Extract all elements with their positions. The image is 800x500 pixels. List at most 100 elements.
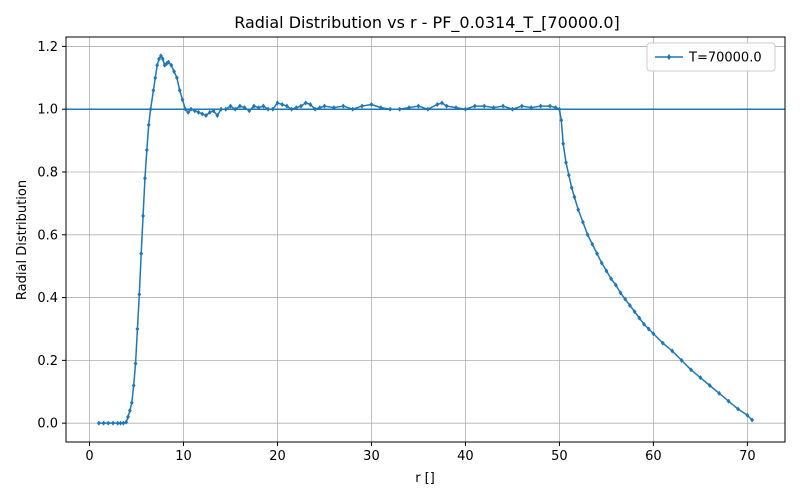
chart-title: Radial Distribution vs r - PF_0.0314_T_[…: [234, 13, 620, 33]
data-point: [566, 172, 571, 178]
data-point: [689, 367, 693, 373]
data-point: [510, 106, 515, 112]
data-point: [585, 232, 590, 238]
x-tick-label: 30: [363, 449, 380, 464]
data-point: [618, 290, 623, 296]
data-point: [637, 315, 642, 321]
data-point: [491, 105, 496, 111]
data-point: [137, 291, 142, 298]
legend-label: T=70000.0: [688, 51, 762, 66]
data-point: [299, 103, 303, 109]
data-point: [189, 106, 193, 112]
data-point: [317, 105, 322, 111]
data-point: [623, 296, 628, 302]
legend-box: [646, 42, 776, 72]
data-point: [726, 398, 731, 404]
data-point: [177, 87, 182, 93]
data-point: [717, 390, 722, 396]
data-point: [118, 420, 123, 426]
x-tick-label: 0: [85, 449, 93, 464]
x-tick-label: 20: [269, 449, 286, 464]
data-point: [270, 106, 275, 112]
data-point: [679, 357, 684, 363]
data-point: [266, 106, 271, 112]
data-point: [519, 103, 524, 109]
data-point: [350, 106, 355, 112]
data-point: [207, 109, 212, 115]
data-point: [144, 147, 149, 153]
data-point: [228, 103, 233, 109]
data-point: [275, 100, 280, 106]
data-point: [580, 219, 585, 225]
data-point: [151, 87, 156, 93]
data-point: [141, 213, 146, 219]
y-tick-label: 0.2: [37, 354, 58, 369]
y-tick-label: 1.2: [37, 40, 58, 55]
x-tick-label: 40: [457, 449, 474, 464]
data-point: [646, 326, 651, 332]
data-point: [559, 117, 564, 123]
data-point: [183, 106, 188, 112]
data-point: [204, 112, 209, 119]
data-point: [135, 326, 140, 332]
data-point: [564, 159, 568, 166]
data-point: [572, 194, 577, 200]
data-point: [223, 106, 228, 112]
data-point: [599, 260, 604, 266]
y-tick-label: 1.0: [37, 103, 58, 118]
data-point: [313, 106, 318, 112]
data-point: [219, 106, 224, 112]
data-point: [153, 75, 158, 81]
y-tick-label: 0.6: [37, 228, 58, 243]
data-point: [750, 417, 755, 423]
data-point: [237, 103, 242, 109]
data-point: [660, 340, 665, 346]
data-point: [595, 251, 599, 257]
data-point: [397, 106, 402, 112]
data-point: [148, 106, 153, 112]
legend-marker: [666, 54, 672, 60]
data-point: [501, 103, 506, 109]
data-point: [196, 109, 201, 115]
data-point: [127, 407, 132, 414]
data-point: [463, 106, 468, 112]
x-tick-label: 70: [739, 449, 756, 464]
data-point: [96, 420, 101, 426]
data-point: [256, 105, 261, 111]
data-point: [160, 56, 165, 62]
data-point: [698, 375, 703, 381]
legend: T=70000.0: [646, 42, 776, 72]
data-point: [569, 185, 574, 191]
data-point: [294, 105, 299, 111]
data-point: [101, 420, 106, 426]
y-tick-label: 0.0: [37, 417, 58, 432]
x-axis-title: r []: [415, 471, 435, 486]
data-point: [158, 53, 163, 59]
x-tick-label: 60: [645, 449, 662, 464]
data-point: [341, 103, 346, 109]
data-point: [166, 59, 171, 65]
data-point: [670, 348, 675, 354]
data-point: [425, 106, 430, 112]
data-point: [378, 105, 383, 111]
data-point: [642, 321, 646, 327]
data-point: [590, 241, 595, 247]
data-point: [261, 103, 266, 109]
data-point: [172, 68, 177, 75]
data-point: [133, 360, 138, 367]
data-point: [146, 122, 151, 128]
data-point: [482, 103, 487, 109]
data-point: [707, 382, 712, 389]
data-point: [124, 419, 129, 425]
data-point: [435, 101, 440, 108]
data-point: [215, 112, 220, 119]
data-point: [233, 106, 238, 112]
y-tick-label: 0.4: [37, 291, 58, 306]
data-point: [303, 100, 308, 106]
data-point: [627, 302, 632, 309]
data-point: [106, 420, 111, 426]
data-point: [211, 108, 216, 114]
data-point: [416, 103, 421, 109]
data-point: [331, 105, 336, 111]
data-point: [131, 382, 136, 389]
